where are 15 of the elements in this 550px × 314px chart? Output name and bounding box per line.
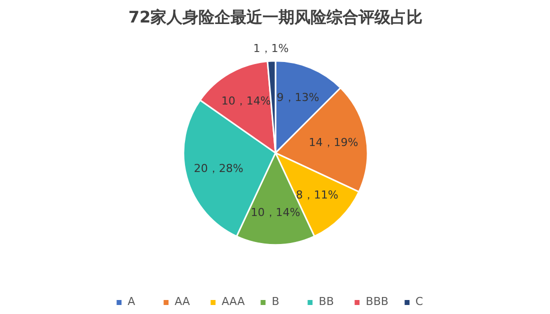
data-label: 8，11% <box>296 188 338 202</box>
legend-label: A <box>128 295 136 308</box>
data-label: 10，14% <box>250 206 300 220</box>
data-label: 14，19% <box>308 136 358 150</box>
data-label: 9，13% <box>276 91 320 104</box>
legend-label: C <box>415 295 424 308</box>
legend-label: AAA <box>222 295 245 308</box>
data-label: 10，14% <box>221 94 271 108</box>
legend-label: BBB <box>366 295 388 308</box>
legend-label: AA <box>174 295 191 308</box>
legend-label: B <box>272 295 280 308</box>
legend-label: BB <box>318 295 335 308</box>
data-label: 20，28% <box>194 162 244 175</box>
data-label: 1，1% <box>253 42 289 55</box>
chart-title: 72家人身险企最近一期风险综合评级占比 <box>128 8 423 26</box>
